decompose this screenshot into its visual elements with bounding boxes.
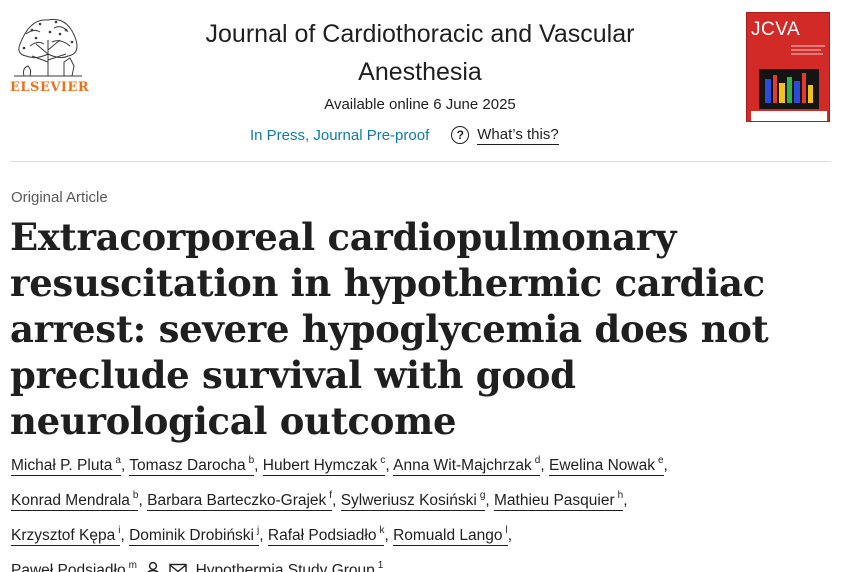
author-separator: , [623,492,628,509]
author-separator: , [120,457,130,474]
author-entry: Mathieu Pasquier h, [494,490,628,511]
author-affiliation-marker[interactable]: d [534,455,541,466]
cover-illustration [759,69,819,109]
author-separator: , [485,492,494,509]
author-separator: , [259,527,268,544]
author-list: Michał P. Pluta a, Tomasz Darocha b, Huber… [11,446,836,572]
author-name-link[interactable]: Rafał Podsiadło k [267,525,385,546]
author-name-link[interactable]: Sylweriusz Kosiński g [340,490,486,511]
envelope-icon [169,563,187,572]
publisher-wordmark: ELSEVIER [10,80,90,95]
whats-this-label: What’s this? [477,125,559,145]
availability-date: Available online 6 June 2025 [324,96,516,113]
cover-text-lines-icon [791,45,825,55]
author-name-link[interactable]: Tomasz Darocha b [129,455,255,476]
author-entry: Michał P. Pluta a, [11,455,130,476]
author-entry: Dominik Drobiński j, [129,525,268,546]
author-name-link[interactable]: Paweł Podsiadło m [11,560,187,572]
author-name-link[interactable]: Hubert Hymczak c [262,455,386,476]
journal-title-line-2[interactable]: Anesthesia [358,58,482,86]
journal-header: ELSEVIER Journal of Cardiothoracic and V… [0,0,845,163]
author-name-link[interactable]: Krzysztof Kępa i [11,525,121,546]
elsevier-logo[interactable]: ELSEVIER [10,10,90,95]
cover-subtitle-graphic [791,43,827,59]
author-name-link[interactable]: Mathieu Pasquier h [494,490,624,511]
author-affiliation-marker[interactable]: i [118,525,121,536]
author-separator: , [507,527,513,544]
author-name-link[interactable]: Barbara Barteczko-Grajek f [147,490,333,511]
cover-footer-band [751,111,827,121]
author-affiliation-marker[interactable]: f [329,490,333,501]
author-separator: , [332,492,341,509]
cover-title: JCVA [751,19,801,40]
elsevier-tree-icon [14,18,82,77]
author-affiliation-marker[interactable]: k [379,525,385,536]
author-entry: Tomasz Darocha b, [129,455,263,476]
article-title: Extracorporeal cardiopulmonary resuscita… [10,215,769,443]
author-affiliation-marker[interactable]: 1 [377,560,384,571]
author-affiliation-marker[interactable]: h [617,490,624,501]
article-type-label: Original Article [11,189,108,206]
author-separator: , [540,457,549,474]
author-name-link[interactable]: Romuald Lango l [393,525,508,546]
author-separator: , [254,457,263,474]
journal-title[interactable]: Journal of Cardiothoracic and Vascular A… [140,15,700,91]
author-name-link[interactable]: Konrad Mendrala b [11,490,139,511]
person-icon [147,561,159,572]
cover-scan-icon [765,73,813,103]
author-entry: Krzysztof Kępa i, [11,525,130,546]
author-entry: Konrad Mendrala b, [11,490,148,511]
author-entry: Anna Wit-Majchrzak d, [393,455,549,476]
author-affiliation-marker[interactable]: l [505,525,508,536]
author-affiliation-marker[interactable]: e [657,455,664,466]
author-separator: , [120,527,130,544]
author-separator: , [663,457,668,474]
author-name-link[interactable]: Dominik Drobiński j [129,525,260,546]
author-entry: Romuald Lango l, [393,525,513,546]
author-entry: Barbara Barteczko-Grajek f, [147,490,341,511]
journal-cover-image[interactable]: JCVA [746,12,830,122]
author-separator: , [138,492,148,509]
author-affiliation-marker[interactable]: c [380,455,386,466]
author-entry: Hypothermia Study Group 1 [195,560,384,572]
author-affiliation-marker[interactable]: j [257,525,260,536]
author-entry: Ewelina Nowak e, [548,455,668,476]
author-affiliation-marker[interactable]: b [248,455,255,466]
author-name-link[interactable]: Anna Wit-Majchrzak d [393,455,541,476]
author-separator: , [385,457,394,474]
author-name-link[interactable]: Hypothermia Study Group 1 [195,560,384,572]
author-affiliation-marker[interactable]: m [128,560,137,571]
author-entry: Rafał Podsiadło k, [267,525,394,546]
author-affiliation-marker[interactable]: a [115,455,121,466]
header-divider [10,161,831,162]
author-affiliation-marker[interactable]: g [479,490,486,501]
publication-status-row: In Press, Journal Pre-proof ? What’s thi… [250,124,559,146]
question-circle-icon: ? [451,126,470,144]
author-separator: , [186,562,196,572]
author-entry: Paweł Podsiadło m, [11,560,196,572]
author-name-link[interactable]: Michał P. Pluta a [11,455,121,476]
author-name-link[interactable]: Ewelina Nowak e [548,455,664,476]
in-press-status-link[interactable]: In Press, Journal Pre-proof [250,126,430,144]
author-affiliation-marker[interactable]: b [132,490,139,501]
author-entry: Hubert Hymczak c, [262,455,394,476]
author-entry: Sylweriusz Kosiński g, [340,490,494,511]
journal-title-line-1[interactable]: Journal of Cardiothoracic and Vascular [205,20,635,48]
whats-this-button[interactable]: ? What’s this? [451,125,559,145]
author-separator: , [384,527,394,544]
